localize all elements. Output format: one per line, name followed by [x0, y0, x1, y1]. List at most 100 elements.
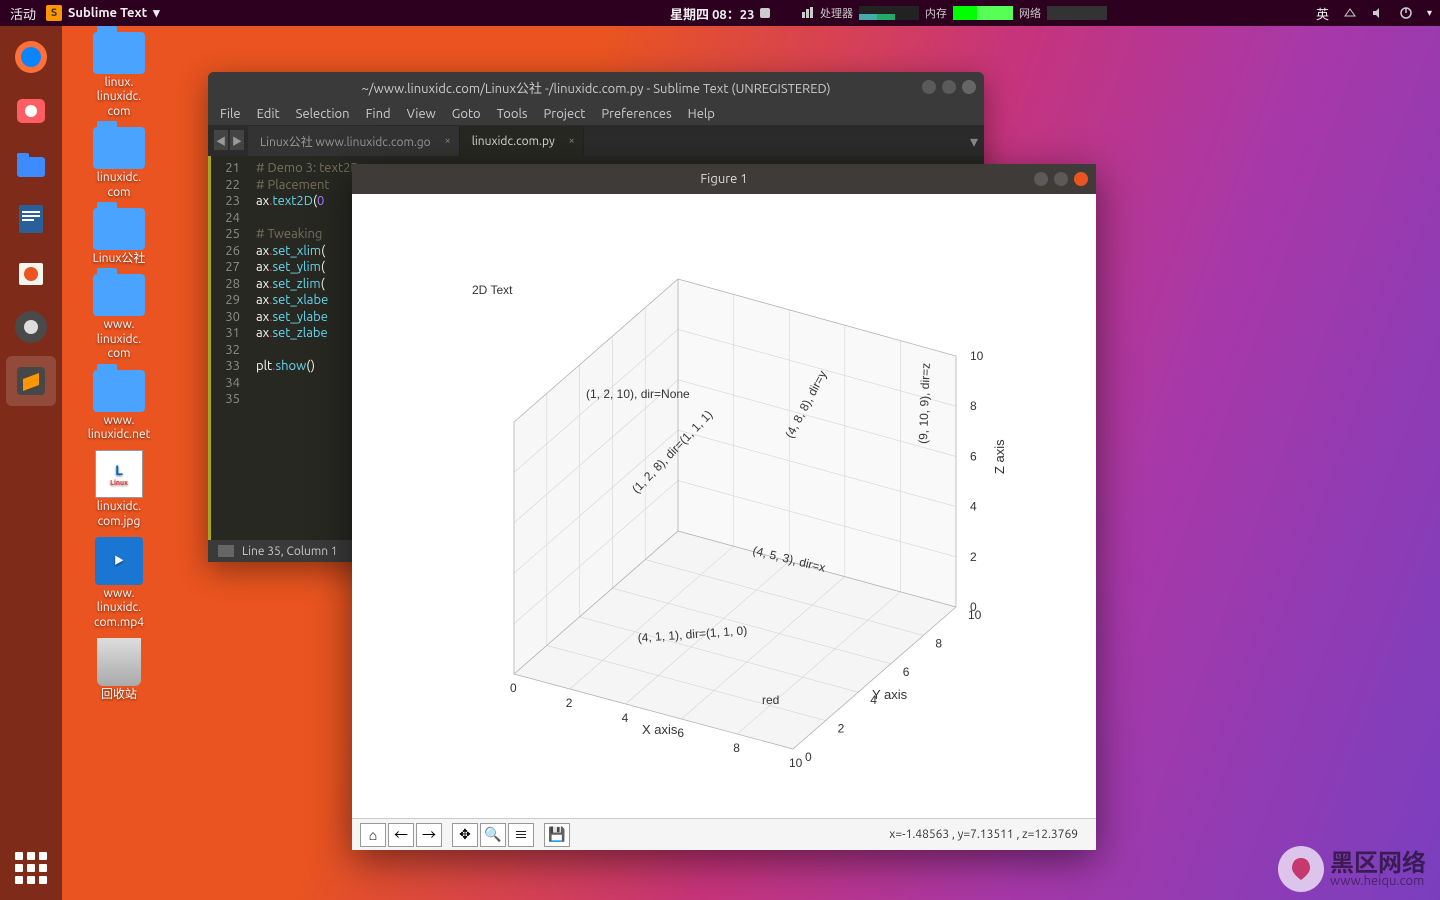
app-name-label: Sublime Text	[68, 6, 147, 20]
chevron-down-icon[interactable]: ▾	[1427, 7, 1432, 19]
watermark-sub: www.heiqu.com	[1330, 875, 1426, 888]
menu-file[interactable]: File	[220, 107, 241, 121]
icon-label: 回收站	[101, 688, 137, 702]
menu-edit[interactable]: Edit	[257, 107, 280, 121]
menu-find[interactable]: Find	[366, 107, 391, 121]
svg-text:6: 6	[970, 449, 977, 463]
tab-overflow-button[interactable]: ▾	[964, 126, 984, 156]
y-axis-label: Y axis	[872, 687, 908, 702]
net-meter	[1047, 6, 1107, 20]
close-button[interactable]	[962, 80, 976, 94]
save-button[interactable]: 💾	[544, 823, 570, 847]
tab-prev-button[interactable]: ◀	[214, 130, 228, 150]
minimize-button[interactable]	[922, 80, 936, 94]
svg-text:0: 0	[510, 681, 517, 695]
desktop-icon[interactable]: www. linuxidc.net	[74, 368, 164, 445]
coords-readout: x=-1.48563 , y=7.13511 , z=12.3769	[889, 828, 1088, 841]
config-button[interactable]: ≡	[508, 823, 534, 847]
back-button[interactable]: ←	[388, 823, 414, 847]
volume-icon[interactable]	[1371, 6, 1385, 20]
launcher-firefox[interactable]	[6, 32, 56, 82]
zoom-button[interactable]: 🔍	[480, 823, 506, 847]
desktop-icon[interactable]: Linux公社	[74, 206, 164, 268]
menu-help[interactable]: Help	[688, 107, 715, 121]
desktop-icon[interactable]: linuxidc. com	[74, 125, 164, 202]
sublime-tabs: ◀▶ Linux公社 www.linuxidc.com.go×linuxidc.…	[208, 126, 984, 156]
menu-goto[interactable]: Goto	[452, 107, 481, 121]
icon-label: linux. linuxidc. com	[97, 76, 141, 119]
launcher-apps-grid[interactable]	[11, 848, 51, 888]
minimize-button[interactable]	[1034, 172, 1048, 186]
menu-preferences[interactable]: Preferences	[601, 107, 671, 121]
svg-text:10: 10	[970, 349, 984, 363]
trash-icon	[97, 638, 141, 686]
launcher-libreoffice[interactable]	[6, 194, 56, 244]
sublime-titlebar[interactable]: ~/www.linuxidc.com/Linux公社 -/linuxidc.co…	[208, 72, 984, 102]
x-axis-label: X axis	[642, 722, 678, 737]
svg-text:4: 4	[970, 500, 977, 514]
editor-tab[interactable]: Linux公社 www.linuxidc.com.go×	[248, 126, 460, 156]
menu-selection[interactable]: Selection	[296, 107, 350, 121]
svg-text:2: 2	[838, 722, 845, 736]
svg-text:(1, 2, 10), dir=None: (1, 2, 10), dir=None	[586, 387, 690, 401]
menu-project[interactable]: Project	[544, 107, 586, 121]
close-button[interactable]	[1074, 172, 1088, 186]
menu-view[interactable]: View	[407, 107, 436, 121]
tab-close-icon[interactable]: ×	[569, 135, 575, 147]
activities-button[interactable]: 活动	[10, 4, 36, 23]
tab-next-button[interactable]: ▶	[230, 130, 244, 150]
launcher-files[interactable]	[6, 140, 56, 190]
active-app-menu[interactable]: S Sublime Text ▾	[46, 5, 160, 21]
indicator-icon	[800, 6, 814, 20]
figure-titlebar[interactable]: Figure 1	[352, 164, 1096, 194]
pan-button[interactable]: ✥	[452, 823, 478, 847]
cpu-meter	[859, 6, 919, 20]
figure-title: Figure 1	[700, 172, 747, 186]
menu-tools[interactable]: Tools	[497, 107, 528, 121]
plot-canvas[interactable]: 2D Text (1, 2, 10), dir=None (1, 2, 8), …	[352, 194, 1096, 818]
launcher-sublime[interactable]	[6, 356, 56, 406]
cursor-position: Line 35, Column 1	[242, 545, 338, 558]
net-label: 网络	[1019, 5, 1041, 21]
plot-svg: 2D Text (1, 2, 10), dir=None (1, 2, 8), …	[352, 194, 1096, 814]
power-icon[interactable]	[1399, 6, 1413, 20]
sublime-title: ~/www.linuxidc.com/Linux公社 -/linuxidc.co…	[361, 78, 830, 97]
desktop-icon[interactable]: linux. linuxidc. com	[74, 30, 164, 121]
maximize-button[interactable]	[942, 80, 956, 94]
launcher-software[interactable]	[6, 248, 56, 298]
tab-close-icon[interactable]: ×	[444, 135, 450, 147]
panel-icon[interactable]	[218, 545, 234, 557]
icon-label: Linux公社	[93, 252, 146, 266]
z-axis-label: Z axis	[992, 439, 1007, 474]
editor-tab[interactable]: linuxidc.com.py×	[460, 126, 584, 156]
folder-icon	[93, 32, 145, 74]
svg-text:2: 2	[566, 696, 573, 710]
mem-label: 内存	[925, 5, 947, 21]
network-icon[interactable]	[1343, 6, 1357, 20]
desktop-icon[interactable]: LLinuxlinuxidc. com.jpg	[74, 448, 164, 531]
maximize-button[interactable]	[1054, 172, 1068, 186]
home-button[interactable]: ⌂	[360, 823, 386, 847]
svg-text:red: red	[762, 693, 779, 707]
svg-text:8: 8	[935, 636, 942, 650]
figure-window: Figure 1 2D Text (1, 2, 10), dir=None (1…	[352, 164, 1096, 850]
launcher-dock	[0, 26, 62, 900]
icon-label: www. linuxidc. com.mp4	[94, 587, 144, 630]
line-gutter: 21 22 23 24 25 26 27 28 29 30 31 32 33 3…	[208, 156, 248, 540]
cpu-label: 处理器	[820, 5, 853, 21]
clock[interactable]: 星期四 08：23	[670, 4, 754, 23]
svg-text:6: 6	[677, 726, 684, 740]
desktop-icon[interactable]: ▶www. linuxidc. com.mp4	[74, 535, 164, 632]
launcher-screenshot[interactable]	[6, 86, 56, 136]
desktop-icons: linux. linuxidc. com linuxidc. com Linux公社…	[74, 30, 164, 705]
ime-indicator[interactable]: 英	[1316, 4, 1329, 23]
desktop-icon[interactable]: www. linuxidc. com	[74, 272, 164, 363]
svg-text:0: 0	[805, 750, 812, 764]
chevron-down-icon: ▾	[153, 6, 160, 21]
top-bar: 活动 S Sublime Text ▾ 星期四 08：23 处理器 内存 网络 …	[0, 0, 1440, 26]
folder-icon	[93, 370, 145, 412]
desktop-icon[interactable]: 回收站	[74, 636, 164, 704]
launcher-screenshot2[interactable]	[6, 302, 56, 352]
forward-button[interactable]: →	[416, 823, 442, 847]
notification-icon[interactable]	[758, 6, 772, 20]
